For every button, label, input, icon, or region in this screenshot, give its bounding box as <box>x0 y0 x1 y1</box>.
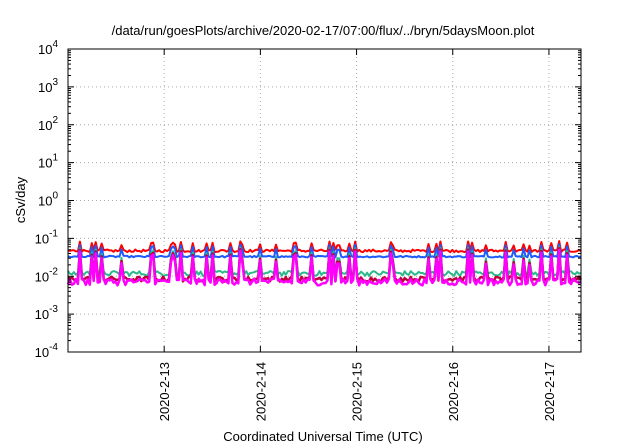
grid <box>68 49 581 352</box>
y-tick-label: 10-2 <box>35 266 59 284</box>
x-tick-label: 2020-2-13 <box>157 362 172 421</box>
y-tick-label: 10-4 <box>35 342 59 360</box>
y-tick-label: 104 <box>38 39 58 57</box>
chart-title: /data/run/goesPlots/archive/2020-02-17/0… <box>112 23 535 38</box>
y-tick-label: 101 <box>38 153 58 171</box>
y-tick-label: 10-1 <box>35 228 59 246</box>
ticks <box>68 48 581 353</box>
x-tick-labels: 2020-2-13 2020-2-14 2020-2-15 2020-2-16 2020… <box>157 362 557 421</box>
y-tick-label: 100 <box>38 191 58 209</box>
y-tick-label: 102 <box>38 115 58 133</box>
series-line <box>66 248 582 287</box>
x-tick-label: 2020-2-15 <box>350 362 365 421</box>
x-tick-label: 2020-2-16 <box>446 362 461 421</box>
series-layer <box>66 240 583 287</box>
x-tick-label: 2020-2-14 <box>253 362 268 421</box>
y-tick-label: 103 <box>38 77 58 95</box>
series-line <box>67 240 582 254</box>
x-tick-label: 2020-2-17 <box>542 362 557 421</box>
y-axis-label: cSv/day <box>13 176 28 223</box>
x-axis-label: Coordinated Universal Time (UTC) <box>223 429 422 444</box>
y-tick-label: 10-3 <box>35 304 59 322</box>
series-line <box>67 243 582 259</box>
y-tick-labels: 10-4 10-3 10-2 10-1 100 101 102 103 104 <box>35 39 59 360</box>
